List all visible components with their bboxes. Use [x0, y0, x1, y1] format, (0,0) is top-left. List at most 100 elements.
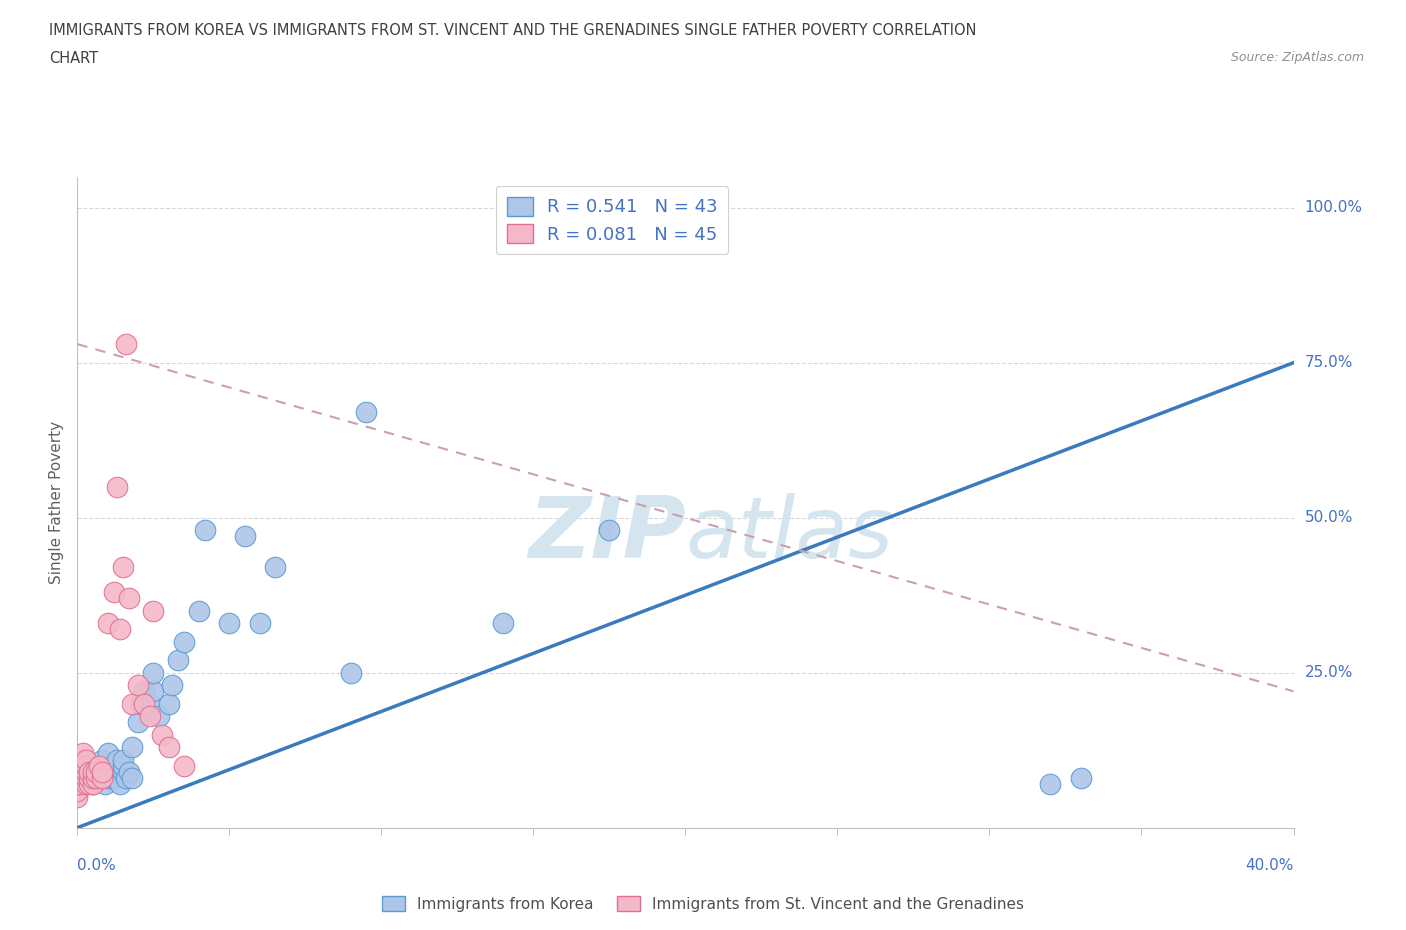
Text: CHART: CHART	[49, 51, 98, 66]
Point	[142, 684, 165, 698]
Point	[105, 479, 128, 494]
Point	[72, 764, 94, 779]
Point	[75, 764, 97, 779]
Point	[157, 739, 180, 754]
Point	[75, 777, 97, 791]
Point	[82, 777, 104, 791]
Legend: R = 0.541   N = 43, R = 0.081   N = 45: R = 0.541 N = 43, R = 0.081 N = 45	[496, 186, 728, 255]
Point	[87, 758, 110, 773]
Point	[79, 771, 101, 786]
Point	[84, 764, 107, 779]
Point	[142, 665, 165, 680]
Point	[139, 709, 162, 724]
Point	[118, 591, 141, 605]
Point	[75, 752, 97, 767]
Point	[1070, 771, 1092, 786]
Point	[188, 604, 211, 618]
Point	[118, 764, 141, 779]
Y-axis label: Single Father Poverty: Single Father Poverty	[49, 420, 65, 584]
Point	[66, 777, 89, 791]
Point	[264, 560, 287, 575]
Point	[105, 752, 128, 767]
Text: 0.0%: 0.0%	[77, 858, 117, 873]
Point	[72, 771, 94, 786]
Point	[108, 777, 131, 791]
Point	[111, 560, 134, 575]
Point	[129, 697, 152, 711]
Point	[1039, 777, 1062, 791]
Point	[97, 758, 120, 773]
Point	[121, 697, 143, 711]
Point	[75, 771, 97, 786]
Point	[354, 405, 377, 419]
Point	[90, 764, 112, 779]
Text: Source: ZipAtlas.com: Source: ZipAtlas.com	[1230, 51, 1364, 64]
Point	[218, 616, 240, 631]
Text: 25.0%: 25.0%	[1305, 665, 1353, 680]
Legend: Immigrants from Korea, Immigrants from St. Vincent and the Grenadines: Immigrants from Korea, Immigrants from S…	[375, 890, 1031, 918]
Point	[87, 758, 110, 773]
Point	[134, 697, 156, 711]
Point	[148, 709, 170, 724]
Text: 40.0%: 40.0%	[1246, 858, 1294, 873]
Point	[66, 783, 89, 798]
Point	[90, 771, 112, 786]
Point	[111, 764, 134, 779]
Point	[79, 764, 101, 779]
Point	[340, 665, 363, 680]
Point	[66, 764, 89, 779]
Point	[152, 727, 174, 742]
Point	[139, 697, 162, 711]
Text: 100.0%: 100.0%	[1305, 200, 1362, 215]
Point	[105, 764, 128, 779]
Point	[66, 771, 89, 786]
Point	[93, 777, 115, 791]
Point	[249, 616, 271, 631]
Point	[82, 771, 104, 786]
Point	[72, 758, 94, 773]
Point	[111, 758, 134, 773]
Point	[72, 752, 94, 767]
Point	[103, 585, 125, 600]
Point	[173, 758, 195, 773]
Text: atlas: atlas	[686, 493, 893, 577]
Point	[115, 771, 138, 786]
Point	[115, 337, 138, 352]
Point	[103, 771, 125, 786]
Point	[121, 771, 143, 786]
Point	[97, 616, 120, 631]
Point	[66, 790, 89, 804]
Point	[492, 616, 515, 631]
Point	[79, 777, 101, 791]
Point	[82, 764, 104, 779]
Point	[69, 771, 91, 786]
Point	[69, 758, 91, 773]
Point	[97, 746, 120, 761]
Point	[134, 684, 156, 698]
Text: IMMIGRANTS FROM KOREA VS IMMIGRANTS FROM ST. VINCENT AND THE GRENADINES SINGLE F: IMMIGRANTS FROM KOREA VS IMMIGRANTS FROM…	[49, 23, 977, 38]
Point	[72, 746, 94, 761]
Text: ZIP: ZIP	[527, 493, 686, 577]
Point	[127, 715, 149, 730]
Point	[69, 777, 91, 791]
Point	[233, 529, 256, 544]
Point	[111, 752, 134, 767]
Point	[84, 771, 107, 786]
Point	[75, 758, 97, 773]
Point	[121, 739, 143, 754]
Point	[82, 771, 104, 786]
Point	[160, 678, 183, 693]
Text: 75.0%: 75.0%	[1305, 355, 1353, 370]
Point	[598, 523, 620, 538]
Point	[82, 764, 104, 779]
Point	[127, 678, 149, 693]
Point	[157, 697, 180, 711]
Point	[142, 604, 165, 618]
Text: 50.0%: 50.0%	[1305, 511, 1353, 525]
Point	[90, 752, 112, 767]
Point	[97, 771, 120, 786]
Point	[194, 523, 217, 538]
Point	[173, 634, 195, 649]
Point	[166, 653, 188, 668]
Point	[82, 777, 104, 791]
